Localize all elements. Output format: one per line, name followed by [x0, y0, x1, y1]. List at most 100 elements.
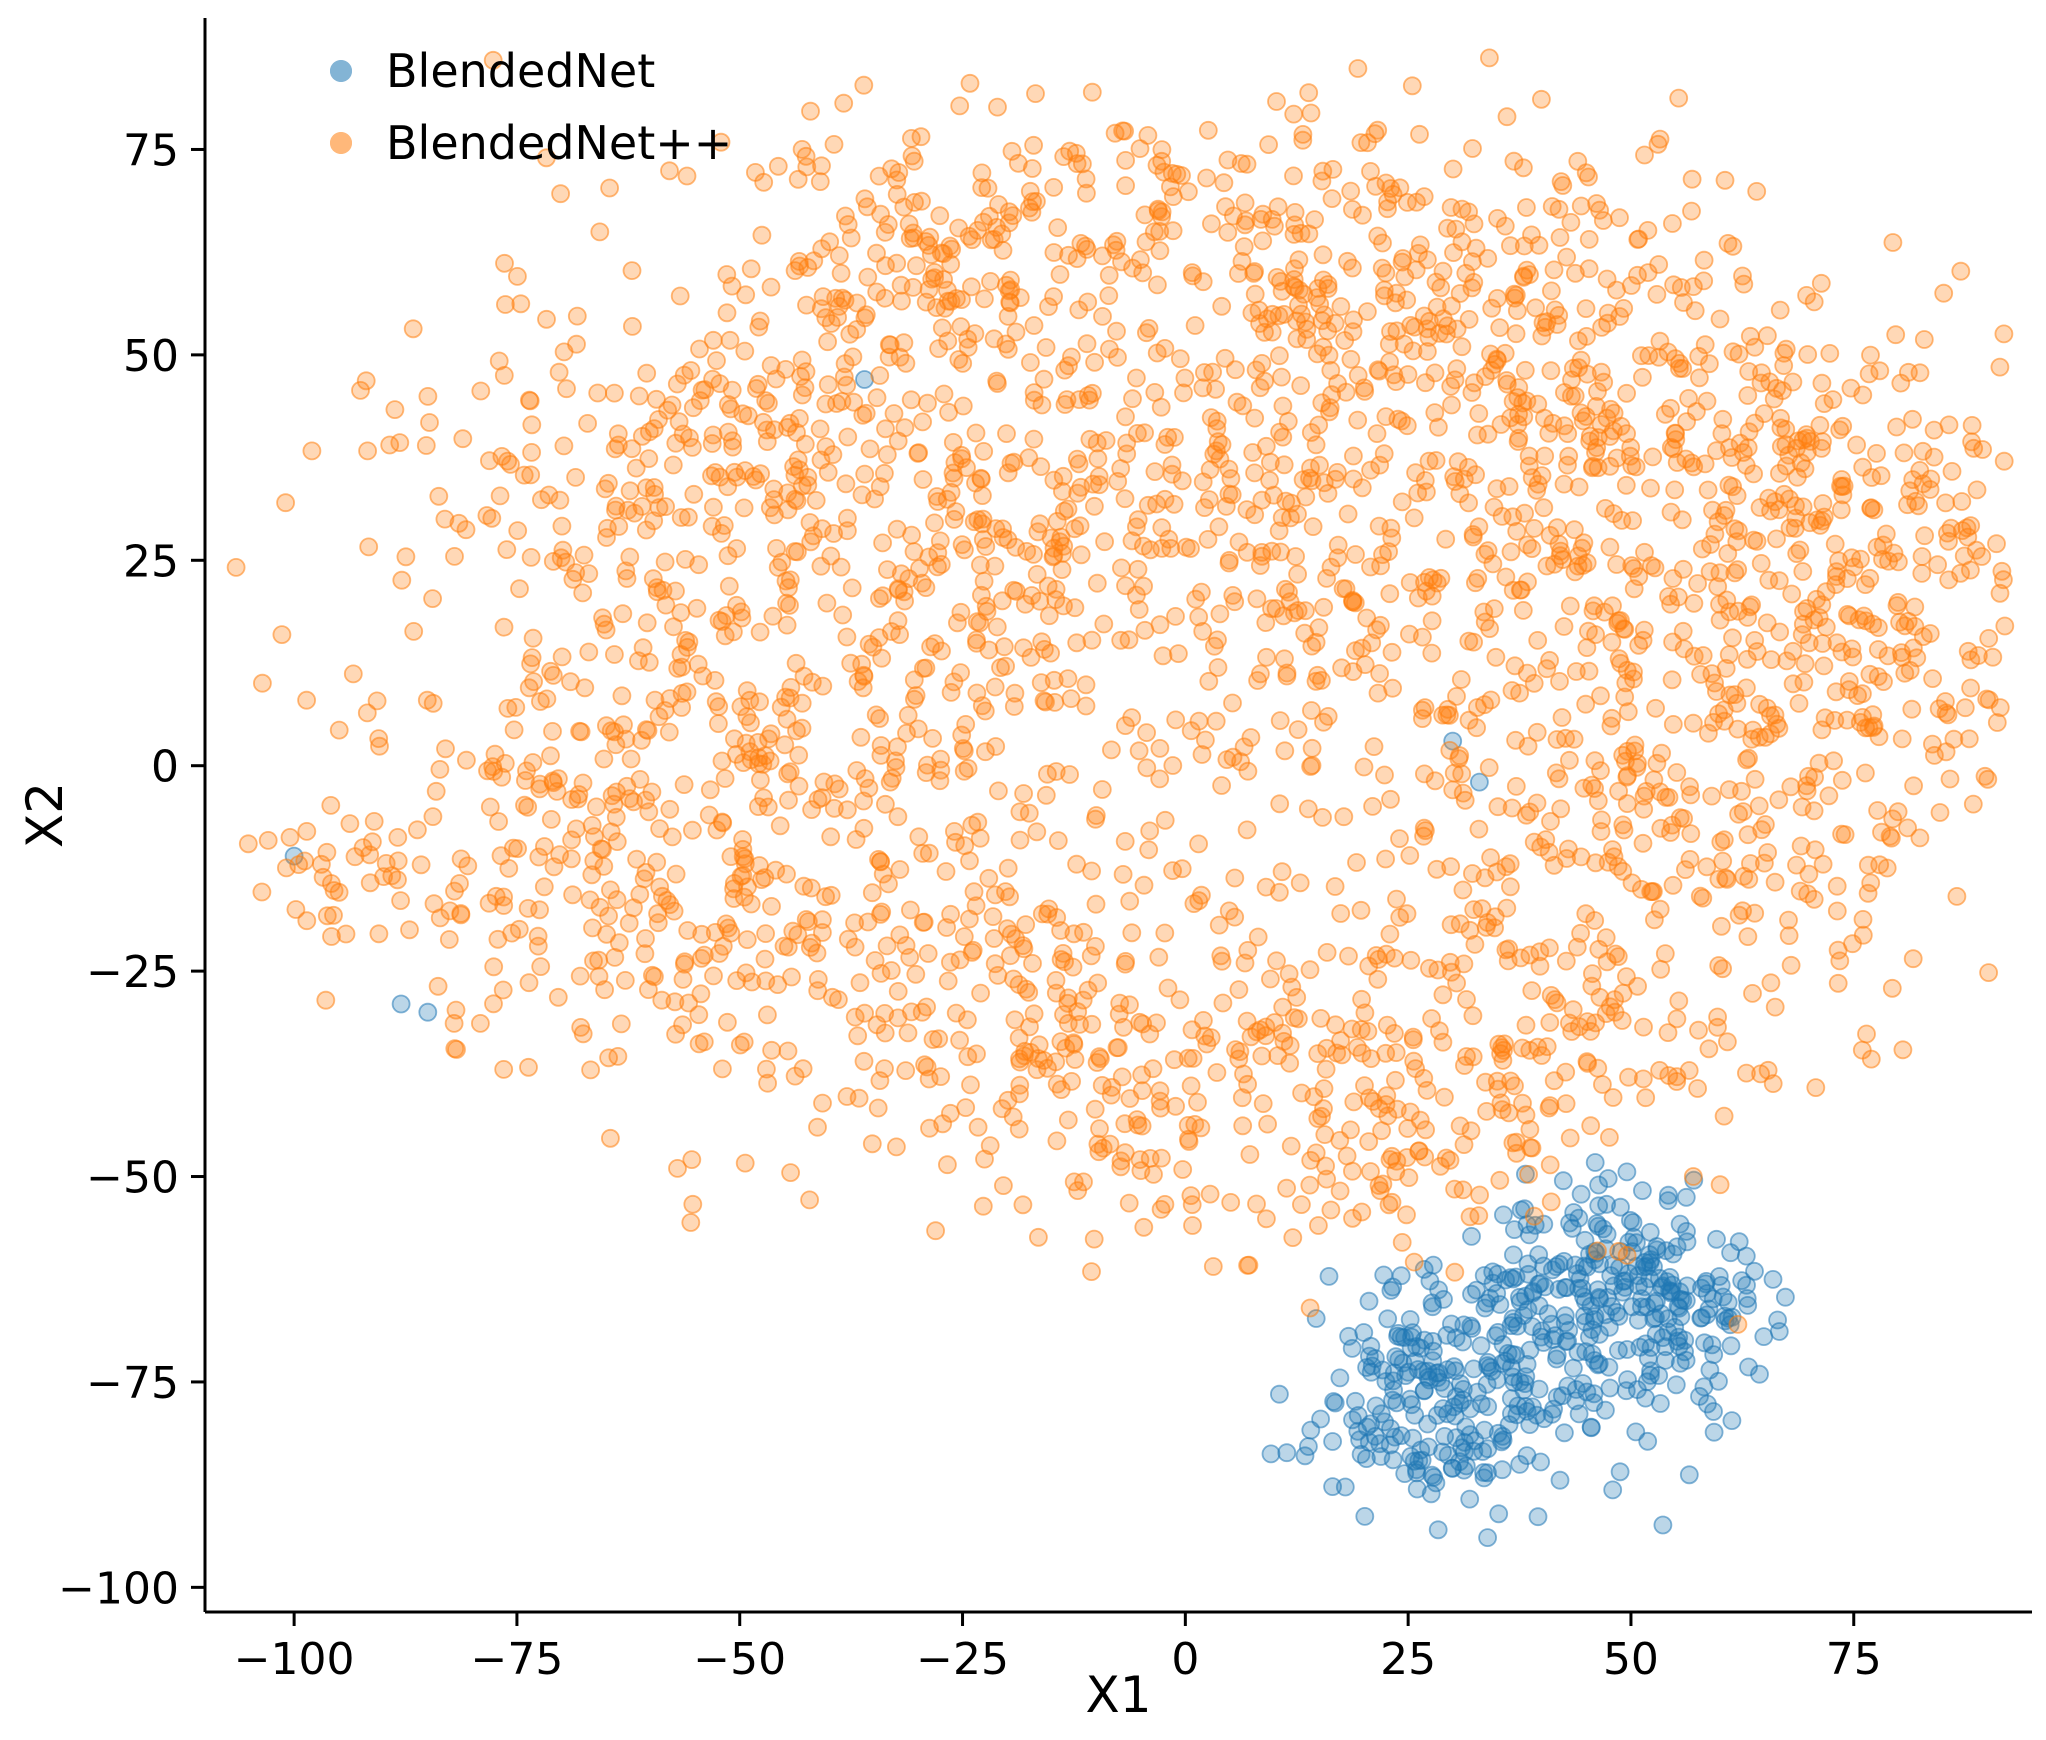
data-point [1603, 1088, 1623, 1107]
data-point [1645, 910, 1664, 930]
data-point [1910, 828, 1930, 848]
data-point [1680, 777, 1699, 797]
data-point [1460, 920, 1480, 940]
data-point [1733, 802, 1753, 821]
data-point [1341, 1120, 1360, 1140]
data-point [1127, 368, 1146, 388]
data-point [1354, 757, 1374, 777]
data-point [802, 672, 822, 692]
data-point [1188, 1092, 1207, 1112]
data-point [1892, 647, 1912, 667]
data-point [632, 426, 652, 446]
data-point [938, 280, 957, 300]
data-point [531, 957, 551, 976]
data-point [1870, 361, 1890, 381]
data-point [1518, 736, 1538, 756]
data-point [1400, 1102, 1420, 1122]
data-point [876, 794, 895, 814]
data-point [1028, 1049, 1048, 1068]
data-point [1699, 723, 1718, 743]
data-point [1021, 353, 1040, 372]
data-point [1426, 272, 1446, 292]
data-point [1135, 620, 1155, 640]
data-point [1332, 658, 1351, 678]
data-point [792, 350, 812, 370]
data-point [1415, 1330, 1434, 1350]
data-point [1576, 299, 1596, 319]
data-point [518, 899, 538, 918]
data-point [1713, 851, 1733, 871]
data-point [1617, 1246, 1637, 1265]
data-point [605, 645, 624, 664]
data-point [1459, 457, 1478, 477]
data-point [761, 277, 781, 297]
data-point [1747, 531, 1767, 551]
data-point [370, 736, 389, 756]
data-point [1645, 1294, 1664, 1313]
data-point [1358, 133, 1377, 153]
data-point [567, 334, 586, 354]
data-point [673, 970, 693, 989]
data-point [1440, 741, 1460, 760]
data-point [1540, 651, 1559, 670]
data-point [1131, 250, 1150, 270]
data-point [1959, 729, 1979, 749]
data-point [678, 638, 697, 657]
data-point [456, 520, 476, 540]
data-point [1676, 1187, 1696, 1207]
data-point [639, 449, 659, 469]
data-point [580, 890, 600, 910]
data-point [1454, 954, 1474, 974]
data-point [1132, 1065, 1152, 1085]
data-point [1566, 263, 1585, 283]
data-point [836, 206, 855, 226]
data-point [1096, 431, 1116, 450]
data-point [1376, 1372, 1396, 1391]
data-point [1527, 480, 1547, 500]
data-point [891, 275, 911, 295]
data-point [855, 464, 875, 484]
data-point [1481, 848, 1500, 867]
data-point [1888, 802, 1908, 822]
data-point [980, 1136, 1000, 1155]
data-point [1088, 449, 1108, 469]
data-point [1151, 1098, 1170, 1118]
data-point [1073, 154, 1092, 174]
data-point [1352, 1202, 1372, 1222]
data-point [1591, 822, 1611, 841]
data-point [1169, 644, 1188, 663]
data-point [1641, 478, 1660, 498]
data-point [931, 760, 951, 780]
data-point [1320, 398, 1340, 418]
data-point [607, 832, 627, 851]
data-point [1776, 435, 1796, 455]
data-point [1195, 498, 1214, 518]
data-point [1751, 554, 1771, 573]
data-point [734, 753, 753, 772]
data-point [1593, 1075, 1612, 1094]
data-point [1951, 261, 1971, 281]
data-point [1812, 511, 1832, 531]
data-point [1637, 1372, 1657, 1392]
data-point [996, 334, 1016, 354]
data-point [1550, 1470, 1570, 1490]
data-point [951, 602, 971, 622]
data-point [1892, 729, 1912, 749]
data-point [812, 519, 832, 539]
data-point [1620, 446, 1640, 466]
data-point [888, 982, 908, 1001]
data-point [1478, 248, 1498, 268]
data-point [1014, 939, 1034, 959]
data-point [884, 404, 904, 423]
data-point [911, 127, 931, 147]
data-point [590, 222, 610, 242]
data-point [876, 419, 895, 439]
data-point [841, 653, 861, 673]
data-point [1301, 103, 1321, 123]
data-point [683, 1194, 703, 1214]
data-point [968, 812, 988, 832]
data-point [543, 722, 562, 741]
data-point [1270, 794, 1290, 814]
data-point [1734, 274, 1754, 294]
data-point [1839, 672, 1859, 691]
